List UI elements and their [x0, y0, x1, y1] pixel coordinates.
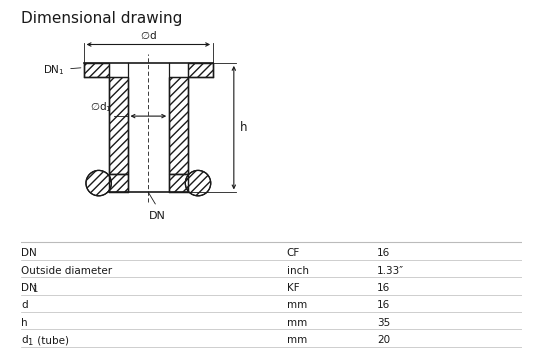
- Text: KF: KF: [287, 283, 300, 293]
- Text: mm: mm: [287, 318, 307, 328]
- Text: d: d: [21, 335, 28, 345]
- Bar: [188, 63, 213, 77]
- Bar: [84, 63, 109, 77]
- Text: 16: 16: [377, 248, 390, 258]
- Bar: [188, 63, 213, 77]
- Text: 16: 16: [377, 301, 390, 310]
- Text: DN: DN: [21, 248, 37, 258]
- Text: DN: DN: [149, 211, 166, 221]
- Text: 1.33″: 1.33″: [377, 266, 404, 275]
- Text: d: d: [21, 301, 28, 310]
- Bar: [169, 174, 188, 192]
- Text: mm: mm: [287, 335, 307, 345]
- Text: CF: CF: [287, 248, 300, 258]
- Text: 20: 20: [377, 335, 390, 345]
- Text: $\varnothing$d$_1$: $\varnothing$d$_1$: [90, 100, 111, 114]
- Text: 1: 1: [27, 338, 32, 347]
- Text: Dimensional drawing: Dimensional drawing: [21, 11, 183, 25]
- Bar: [109, 77, 127, 174]
- Text: Outside diameter: Outside diameter: [21, 266, 112, 275]
- Text: h: h: [240, 121, 247, 134]
- Circle shape: [86, 170, 111, 196]
- Text: $\varnothing$d: $\varnothing$d: [140, 29, 157, 41]
- Text: DN$_1$: DN$_1$: [43, 63, 81, 77]
- Text: 1: 1: [33, 285, 38, 295]
- Bar: [127, 63, 169, 192]
- Text: (tube): (tube): [34, 335, 69, 345]
- Bar: [169, 174, 188, 192]
- Bar: [109, 174, 127, 192]
- Text: inch: inch: [287, 266, 309, 275]
- Text: h: h: [21, 318, 28, 328]
- Bar: [84, 63, 109, 77]
- Bar: [109, 77, 127, 174]
- Bar: [169, 77, 188, 174]
- Bar: [169, 77, 188, 174]
- Circle shape: [185, 170, 211, 196]
- Text: mm: mm: [287, 301, 307, 310]
- Bar: [109, 174, 127, 192]
- Text: DN: DN: [21, 283, 37, 293]
- Text: 35: 35: [377, 318, 390, 328]
- Text: 16: 16: [377, 283, 390, 293]
